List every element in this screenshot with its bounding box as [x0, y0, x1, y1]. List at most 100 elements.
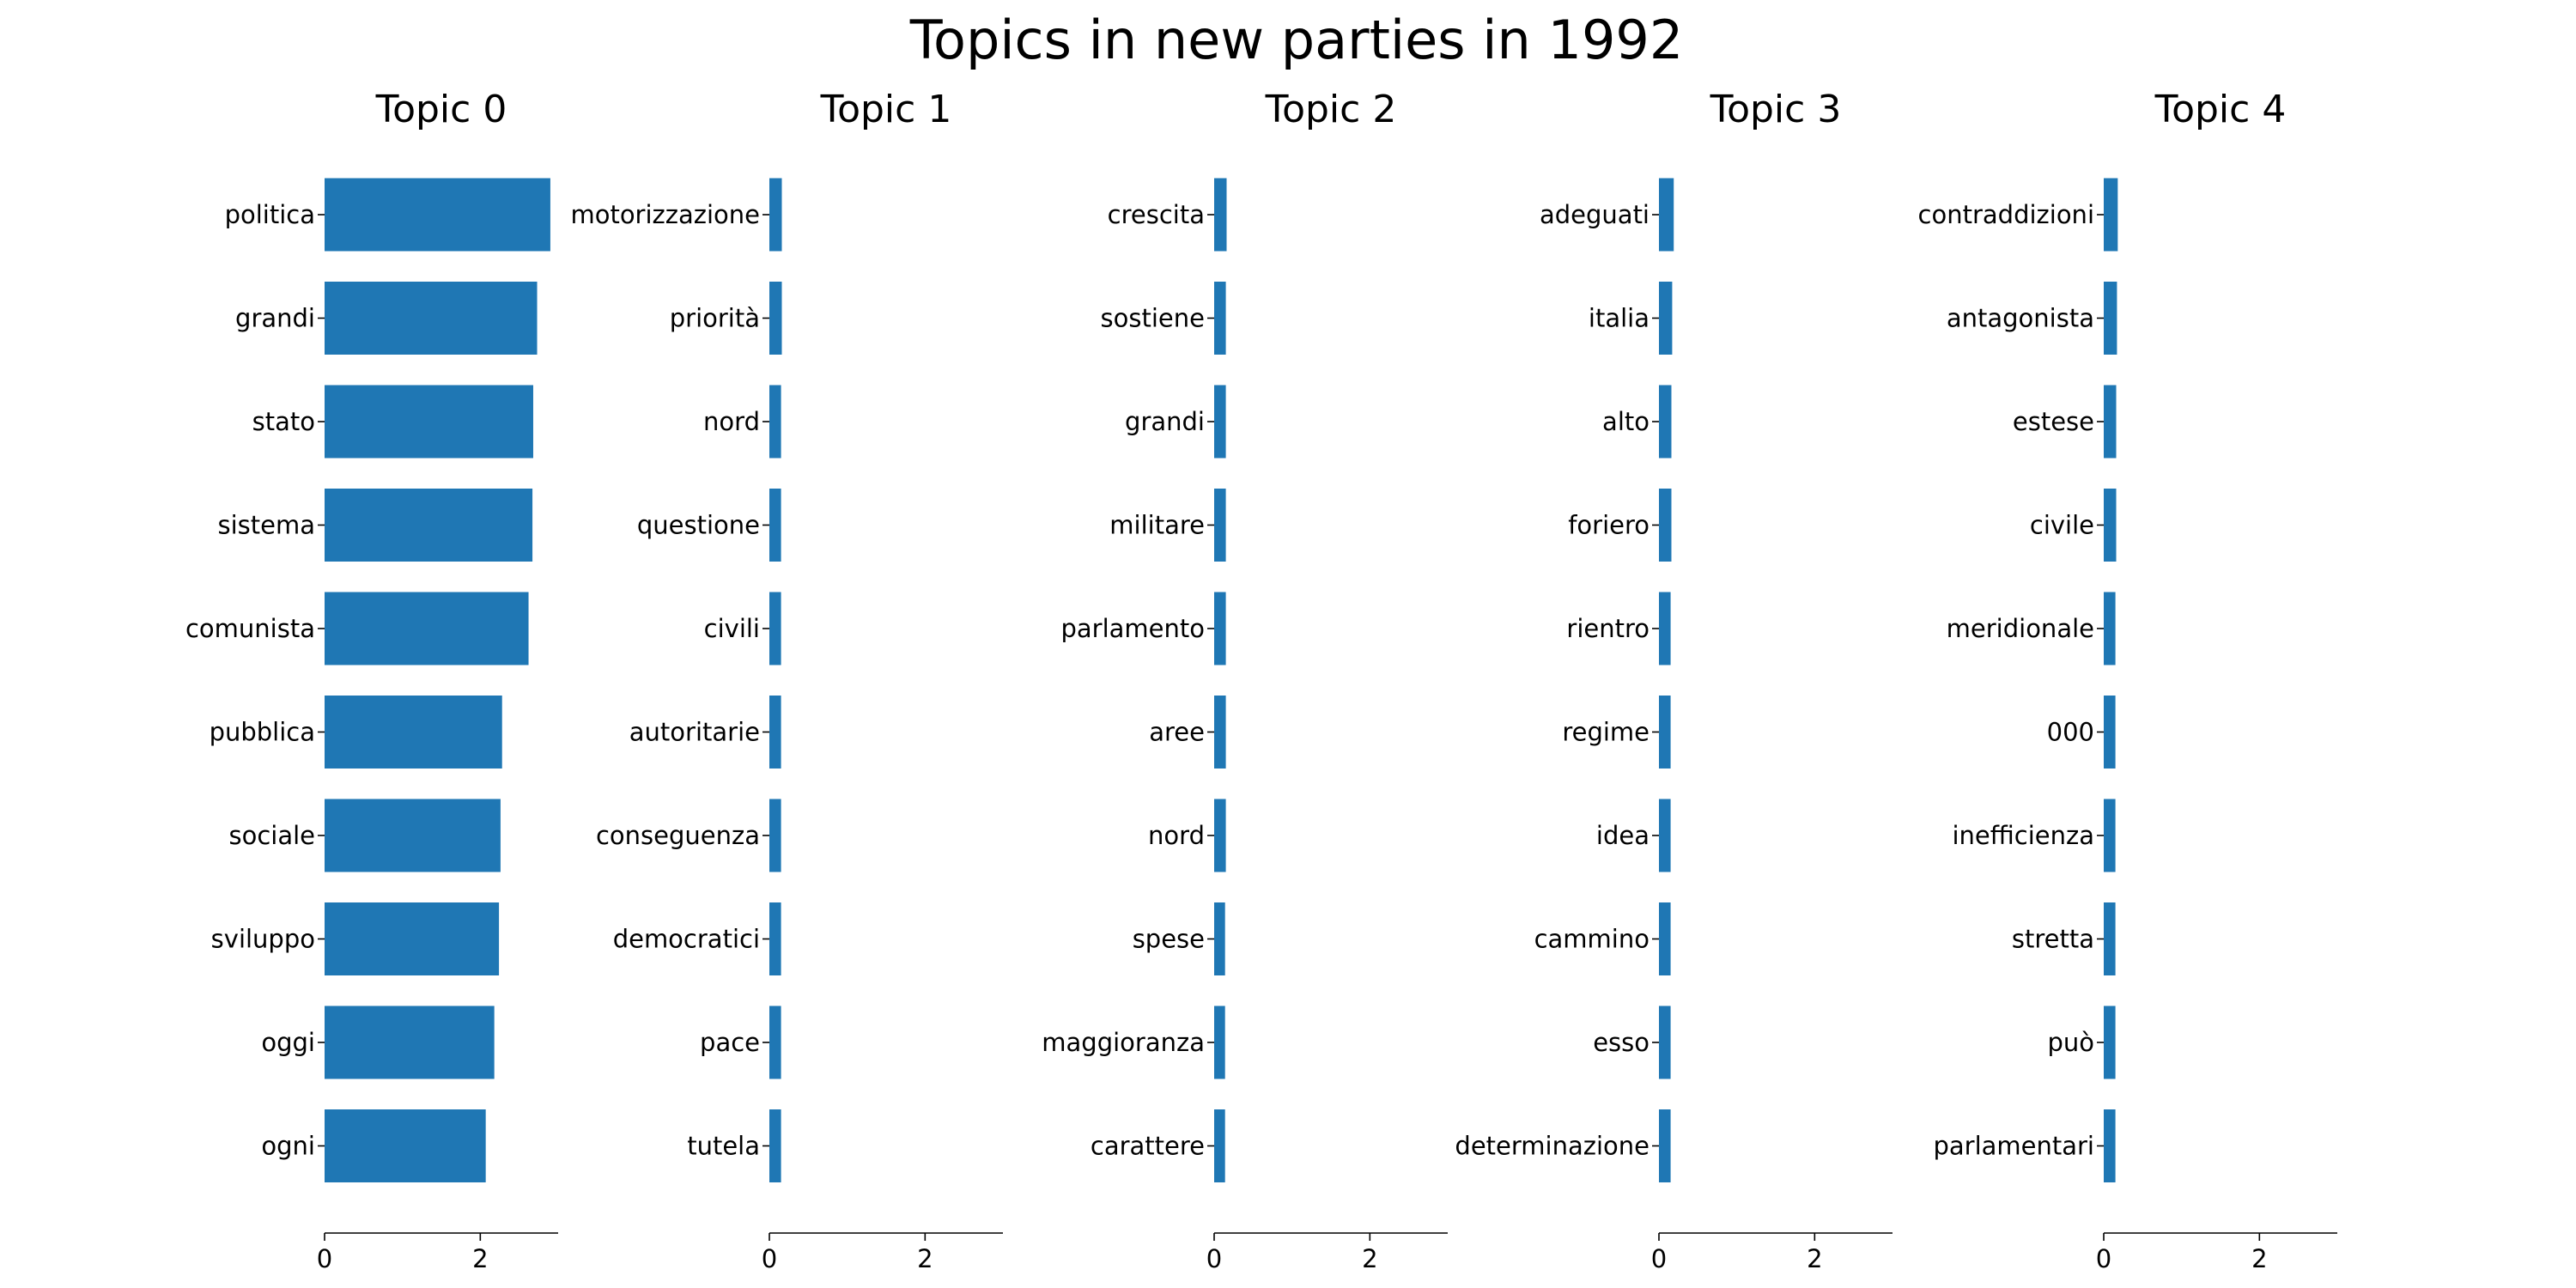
y-label-topic-1-9: tutela	[687, 1132, 760, 1161]
bar-topic-3-0	[1659, 178, 1674, 252]
y-label-topic-3-2: alto	[1602, 407, 1649, 436]
y-label-topic-0-9: ogni	[261, 1132, 315, 1161]
y-label-topic-2-2: grandi	[1125, 407, 1205, 436]
bar-topic-1-2	[769, 385, 781, 459]
y-label-topic-3-9: determinazione	[1455, 1132, 1649, 1161]
y-label-topic-2-4: parlamento	[1060, 614, 1205, 643]
x-tick-label-topic-4-1: 2	[2251, 1244, 2267, 1273]
y-label-topic-0-3: sistema	[217, 511, 315, 540]
x-tick-label-topic-4-0: 0	[2096, 1244, 2111, 1273]
bar-topic-2-1	[1214, 282, 1226, 355]
bar-topic-0-8	[325, 1005, 495, 1079]
bar-topic-4-0	[2104, 178, 2118, 252]
x-tick-label-topic-1-1: 2	[917, 1244, 933, 1273]
bar-topic-1-1	[769, 282, 782, 355]
y-label-topic-0-0: politica	[225, 200, 315, 229]
y-label-topic-3-7: cammino	[1534, 925, 1649, 954]
panels: Topic 0 politica grandi stato sistema comunis…	[185, 88, 2337, 1273]
y-label-topic-2-6: nord	[1148, 821, 1205, 850]
x-tick-label-topic-0-0: 0	[317, 1244, 332, 1273]
topic-0-title: Topic 0	[375, 88, 507, 131]
y-label-topic-1-3: questione	[637, 511, 760, 540]
y-label-topic-0-6: sociale	[228, 821, 315, 850]
y-label-topic-2-8: maggioranza	[1042, 1028, 1205, 1057]
bar-topic-4-8	[2104, 1005, 2116, 1079]
bar-topic-3-7	[1659, 902, 1671, 975]
y-label-topic-0-4: comunista	[185, 614, 315, 643]
bar-topic-2-8	[1214, 1005, 1225, 1079]
y-label-topic-4-8: può	[2047, 1028, 2094, 1057]
y-label-topic-0-5: pubblica	[210, 718, 315, 747]
y-label-topic-4-9: parlamentari	[1933, 1132, 2094, 1161]
bar-topic-3-3	[1659, 489, 1672, 562]
bar-topic-1-9	[769, 1109, 781, 1182]
y-label-topic-3-8: esso	[1593, 1028, 1649, 1057]
y-label-topic-1-4: civili	[704, 614, 760, 643]
y-label-topic-2-9: carattere	[1091, 1132, 1205, 1161]
y-label-topic-0-2: stato	[252, 407, 315, 436]
y-label-topic-3-5: regime	[1562, 718, 1649, 747]
bar-topic-4-5	[2104, 696, 2116, 769]
bar-topic-1-5	[769, 696, 781, 769]
bar-topic-0-2	[325, 385, 533, 459]
bar-topic-4-7	[2104, 902, 2116, 975]
bar-topic-2-7	[1214, 902, 1225, 975]
y-label-topic-4-1: antagonista	[1947, 304, 2094, 333]
bar-topic-1-7	[769, 902, 781, 975]
y-label-topic-2-7: spese	[1133, 925, 1205, 954]
topic-panel-4: Topic 4 contraddizioni antagonista estese ci…	[1918, 88, 2337, 1273]
y-label-topic-1-5: autoritarie	[629, 718, 760, 747]
y-label-topic-1-7: democratici	[613, 925, 760, 954]
bar-topic-0-3	[325, 489, 533, 562]
y-label-topic-4-5: 000	[2047, 718, 2094, 747]
bar-topic-4-3	[2104, 489, 2117, 562]
y-label-topic-3-6: idea	[1596, 821, 1649, 850]
x-tick-label-topic-1-0: 0	[762, 1244, 777, 1273]
bar-topic-0-7	[325, 902, 500, 975]
bar-topic-0-9	[325, 1109, 486, 1182]
y-label-topic-2-5: aree	[1149, 718, 1205, 747]
bar-topic-3-9	[1659, 1109, 1671, 1182]
figure-title: Topics in new parties in 1992	[909, 9, 1684, 71]
bar-topic-0-4	[325, 592, 529, 665]
y-label-topic-1-6: conseguenza	[596, 821, 760, 850]
y-label-topic-1-1: priorità	[670, 304, 760, 333]
topic-panel-3: Topic 3 adeguati italia alto foriero rientro r…	[1455, 88, 1893, 1273]
topic-panel-1: Topic 1 motorizzazione priorità nord questio…	[570, 88, 1003, 1273]
y-label-topic-4-7: stretta	[2012, 925, 2094, 954]
bar-topic-3-2	[1659, 385, 1672, 459]
bar-topic-1-3	[769, 489, 781, 562]
bar-topic-0-0	[325, 178, 550, 252]
x-tick-label-topic-3-0: 0	[1651, 1244, 1667, 1273]
bar-topic-4-4	[2104, 592, 2116, 665]
y-label-topic-4-3: civile	[2030, 511, 2094, 540]
bar-topic-1-8	[769, 1005, 781, 1079]
bar-topic-3-5	[1659, 696, 1671, 769]
x-tick-label-topic-2-1: 2	[1362, 1244, 1377, 1273]
bar-topic-0-1	[325, 282, 538, 355]
y-label-topic-3-3: foriero	[1568, 511, 1649, 540]
bar-topic-3-1	[1659, 282, 1673, 355]
bar-topic-4-1	[2104, 282, 2117, 355]
y-label-topic-2-0: crescita	[1108, 200, 1205, 229]
y-label-topic-1-2: nord	[703, 407, 760, 436]
bar-topic-2-0	[1214, 178, 1227, 252]
y-label-topic-1-8: pace	[700, 1028, 760, 1057]
topic-3-title: Topic 3	[1710, 88, 1842, 131]
y-label-topic-3-1: italia	[1589, 304, 1649, 333]
topic-4-title: Topic 4	[2154, 88, 2287, 131]
y-label-topic-4-2: estese	[2013, 407, 2094, 436]
bar-topic-0-6	[325, 799, 501, 872]
y-label-topic-0-7: sviluppo	[211, 925, 315, 954]
bar-topic-4-2	[2104, 385, 2117, 459]
bar-topic-0-5	[325, 696, 502, 769]
bar-topic-4-9	[2104, 1109, 2116, 1182]
y-label-topic-3-4: rientro	[1566, 614, 1649, 643]
y-label-topic-3-0: adeguati	[1540, 200, 1649, 229]
bar-topic-2-4	[1214, 592, 1226, 665]
bar-topic-2-5	[1214, 696, 1226, 769]
bar-topic-1-0	[769, 178, 782, 252]
x-tick-label-topic-3-1: 2	[1807, 1244, 1822, 1273]
bar-topic-2-3	[1214, 489, 1226, 562]
